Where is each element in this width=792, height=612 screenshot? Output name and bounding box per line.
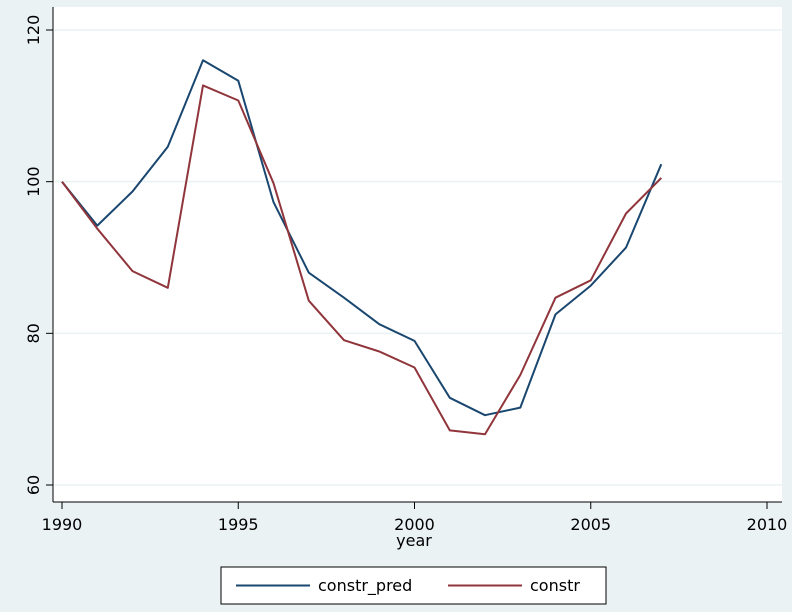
plot-background [53, 7, 782, 502]
tick-labels: 60 80 100 120 1990 1995 2000 2005 2010 [24, 15, 787, 534]
legend-label-constr: constr [530, 576, 580, 595]
x-tick-label: 2000 [394, 515, 435, 534]
grid [54, 29, 782, 486]
ticks [46, 29, 768, 509]
series-group [61, 59, 663, 436]
legend: constr_pred constr [220, 566, 607, 605]
series-line-constr-pred [61, 59, 663, 417]
x-axis-label: year [396, 531, 432, 550]
x-tick-label: 1990 [42, 515, 83, 534]
y-tick-label: 100 [24, 166, 43, 197]
y-tick-label: 80 [24, 323, 43, 343]
x-tick-label: 1995 [218, 515, 259, 534]
x-tick-label: 2010 [747, 515, 788, 534]
series-line-constr [61, 84, 663, 436]
x-tick-label: 2005 [570, 515, 611, 534]
y-tick-label: 120 [24, 15, 43, 46]
y-tick-label: 60 [24, 475, 43, 495]
legend-label-constr-pred: constr_pred [318, 576, 412, 596]
